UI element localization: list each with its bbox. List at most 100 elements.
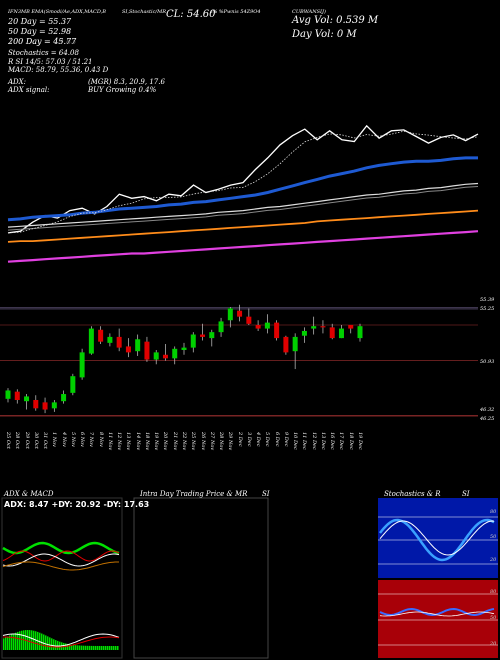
header-line1c: s% %Pwnis 54Z9O4: [210, 9, 261, 15]
date-label: 31 Oct: [42, 432, 49, 449]
candle-body-28: [264, 322, 270, 329]
macd-histogram-bar-3: [9, 635, 11, 650]
macd-histogram-bar-20: [43, 634, 45, 650]
intraday-panel-si: SI: [262, 490, 270, 498]
candle-body-19: [181, 347, 187, 350]
stoch-tick-80: 80: [490, 509, 497, 515]
date-label: 11 Nov: [106, 432, 113, 451]
candle-body-4: [42, 402, 48, 410]
stochastics-panel-title: Stochastics & R: [384, 490, 441, 498]
stochastic-d-line: [379, 520, 495, 556]
ema-lines: [7, 124, 479, 263]
macd-histogram-bar-24: [51, 638, 53, 650]
adx-plus-di-line: [2, 541, 120, 555]
avg-volume: Avg Vol: 0.539 M: [292, 15, 379, 26]
date-label: 18 Nov: [143, 432, 150, 451]
macd-histogram-bar-46: [95, 645, 97, 650]
rsi-tick-80: 80: [490, 589, 497, 595]
macd-histogram-bar-53: [109, 645, 111, 650]
candle-body-25: [237, 310, 243, 317]
macd-histogram-bar-39: [81, 645, 83, 650]
candle-body-30: [283, 336, 289, 353]
date-label: 1 Nov: [51, 432, 58, 447]
candle-body-26: [246, 316, 252, 324]
macd-histogram-bar-57: [117, 645, 119, 650]
header-line1b: SI,Stochastic/MR: [122, 9, 166, 15]
buy-signal: BUY Growing 0.4%: [88, 86, 157, 94]
candle-body-13: [125, 346, 131, 353]
macd-histogram-bar-22: [47, 636, 49, 650]
date-label: 21 Nov: [171, 432, 178, 451]
price-signal-dotted-line: [7, 130, 479, 234]
adx-values: (MGR) 8.3, 20.9, 17.6: [88, 78, 165, 86]
rsi-signal-line: [379, 611, 495, 617]
macd-histogram-bar-51: [105, 645, 107, 650]
ema20-label: 20 Day = 55.37: [8, 17, 72, 26]
macd-histogram-bar-2: [7, 636, 9, 650]
candle-body-12: [116, 336, 122, 348]
rsi-tick-50: 50: [490, 615, 497, 621]
date-label: 10 Dec: [292, 432, 299, 450]
rsi-line: [379, 607, 495, 617]
candle-body-9: [88, 328, 94, 354]
ema-series-line-3: [7, 209, 479, 243]
header-line1d: CUBWANSIJ): [292, 9, 326, 15]
ema100-label: 100 Day = 49.83: [8, 37, 77, 46]
macd-histogram-bar-50: [103, 645, 105, 650]
candle-body-10: [98, 329, 104, 342]
adx-panel-values: ADX: 8.47 +DY: 20.92 -DY: 17.63: [4, 500, 150, 509]
date-label: 4 Dec: [255, 432, 262, 447]
candle-body-14: [135, 339, 141, 352]
candle-body-37: [348, 325, 354, 329]
header-line1: IFN3MB EMA(Smodi/Ae,ADX,MACD,B: [8, 9, 106, 15]
date-label: 20 Nov: [162, 432, 169, 451]
macd-histogram-bar-41: [85, 645, 87, 650]
candle-body-27: [255, 325, 261, 329]
candle-body-15: [144, 341, 150, 360]
date-label: 7 Nov: [88, 432, 95, 447]
ema50-label: 50 Day = 52.98: [8, 27, 72, 36]
macd-signal-line: [3, 636, 120, 648]
macd-histogram-bar-21: [45, 635, 47, 650]
candle-body-1: [14, 391, 20, 400]
macd-label: MACD: 58.79, 55.36, 0.43 D: [8, 66, 109, 74]
macd-histogram-bar-32: [67, 643, 69, 650]
candle-body-17: [162, 354, 168, 359]
date-label: 6 Nov: [79, 432, 86, 447]
candle-body-35: [329, 327, 335, 339]
macd-histogram-bar-43: [89, 645, 91, 650]
candle-body-22: [209, 332, 215, 339]
candle-body-0: [5, 390, 11, 399]
date-label: 30 Oct: [32, 432, 39, 449]
date-label: 16 Dec: [329, 432, 336, 450]
candle-body-29: [274, 322, 280, 339]
macd-histogram-bar-40: [83, 645, 85, 650]
candle-body-33: [311, 326, 317, 329]
ema-series-line-0: [7, 124, 479, 234]
date-label: 3 Dec: [245, 432, 252, 447]
macd-histogram-bar-23: [49, 637, 51, 650]
stochastics-panel-bg: [378, 498, 498, 578]
date-label: 29 Nov: [227, 432, 234, 451]
macd-histogram-bar-27: [57, 640, 59, 650]
stoch-tick-50: 50: [490, 534, 497, 540]
macd-histogram-bar-7: [17, 631, 19, 650]
macd-histogram-bar-44: [91, 645, 93, 650]
macd-histogram-bar-48: [99, 645, 101, 650]
candle-body-31: [292, 336, 298, 352]
date-label: 25 Nov: [190, 432, 197, 451]
date-label: 11 Dec: [301, 432, 308, 450]
macd-histogram-bar-4: [11, 634, 13, 650]
macd-histogram-bar-5: [13, 633, 15, 650]
macd-histogram-bar-13: [29, 630, 31, 650]
candle-body-8: [79, 352, 85, 378]
macd-histogram-bar-8: [19, 631, 21, 650]
ema-series-line-4: [7, 230, 479, 263]
close-price: CL: 54.60: [166, 9, 216, 20]
date-label: 9 Dec: [282, 432, 289, 447]
candle-body-2: [24, 396, 30, 402]
y-tick-4: 46.32: [480, 407, 495, 413]
y-tick-3: 50.93: [480, 359, 495, 365]
macd-histogram-bar-49: [101, 645, 103, 650]
date-label: 28 Nov: [218, 432, 225, 451]
